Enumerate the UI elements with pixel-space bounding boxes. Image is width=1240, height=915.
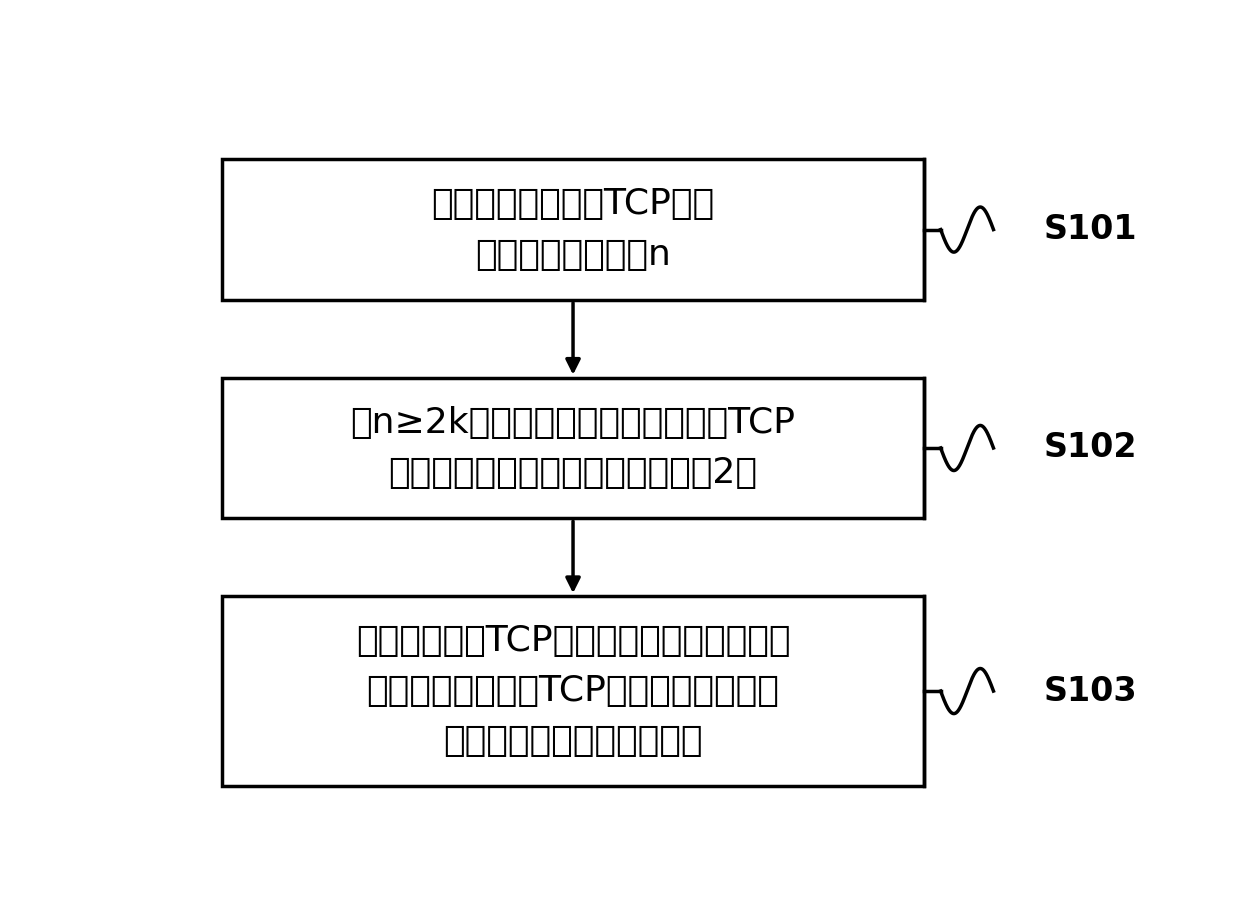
Text: S103: S103 [1044, 674, 1137, 707]
FancyBboxPatch shape [222, 596, 924, 786]
Text: S101: S101 [1044, 213, 1137, 246]
Text: S102: S102 [1044, 432, 1137, 465]
FancyBboxPatch shape [222, 378, 924, 519]
Text: 确定接收到的任一TCP分段
报文中数据的长度n: 确定接收到的任一TCP分段 报文中数据的长度n [432, 188, 714, 272]
FancyBboxPatch shape [222, 159, 924, 300]
Text: 根据接收到的TCP分段报文的序列号的递变
顺序，将相邻两个TCP分段报文的数据块
拼接重组为一个待检测文本: 根据接收到的TCP分段报文的序列号的递变 顺序，将相邻两个TCP分段报文的数据块… [356, 624, 790, 759]
Text: 在n≥2k的情况下，将接收到的任一TCP
分段报文中的数据顺序划分成至少2块: 在n≥2k的情况下，将接收到的任一TCP 分段报文中的数据顺序划分成至少2块 [351, 406, 796, 490]
